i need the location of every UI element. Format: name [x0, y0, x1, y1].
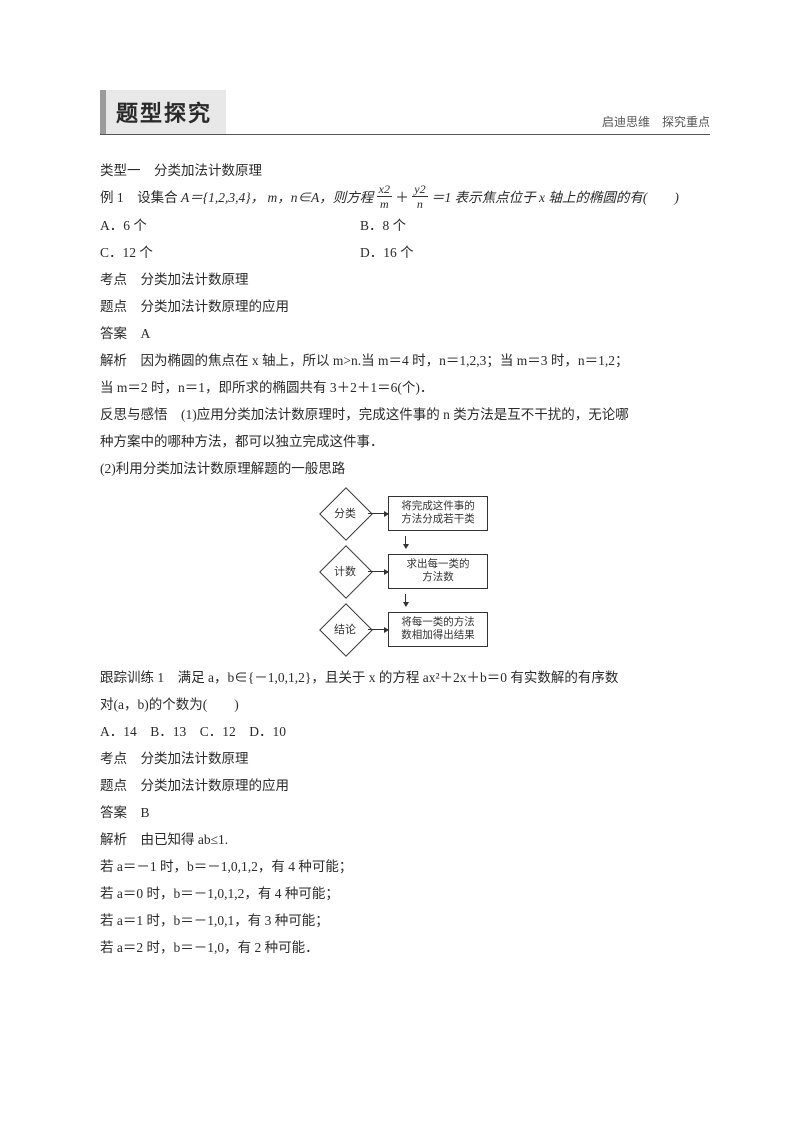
- flow-box-line: 方法数: [422, 572, 454, 583]
- track1-options: A．14 B．13 C．12 D．10: [100, 718, 710, 745]
- jiexi-line: 若 a＝0 时，b＝－1,0,1,2，有 4 种可能；: [100, 880, 710, 907]
- fansi-line: 反思与感悟 (1)应用分类加法计数原理时，完成这件事的 n 类方法是互不干扰的，…: [100, 401, 710, 428]
- header-subtitle: 启迪思维 探究重点: [602, 113, 710, 134]
- numerator: x2: [377, 183, 392, 196]
- jiexi-line: 若 a＝－1 时，b＝－1,0,1,2，有 4 种可能；: [100, 853, 710, 880]
- denominator: m: [377, 196, 392, 210]
- text: A＝{1,2,3,4}，: [181, 190, 264, 205]
- flowchart: 分类 将完成这件事的 方法分成若干类 计数 求出每一类的 方法数: [100, 490, 710, 652]
- option-c: C．12 个: [100, 239, 360, 266]
- flow-arrow-right-icon: [368, 571, 388, 572]
- fraction: x2 m: [377, 183, 392, 210]
- fansi-line: 种方案中的哪种方法，都可以独立完成这件事．: [100, 428, 710, 455]
- page: 题型探究 启迪思维 探究重点 类型一 分类加法计数原理 例 1 设集合 A＝{1…: [0, 0, 800, 1132]
- answer: 答案 A: [100, 320, 710, 347]
- flow-column: 分类 将完成这件事的 方法分成若干类 计数 求出每一类的 方法数: [322, 490, 488, 652]
- flow-row: 计数 求出每一类的 方法数: [322, 548, 488, 594]
- category-title: 类型一 分类加法计数原理: [100, 157, 710, 184]
- flow-arrow-right-icon: [368, 629, 388, 630]
- flow-node-diamond: 计数: [322, 548, 368, 594]
- fansi-line: (2)利用分类加法计数原理解题的一般思路: [100, 455, 710, 482]
- flow-row: 分类 将完成这件事的 方法分成若干类: [322, 490, 488, 536]
- flow-arrow-right-icon: [368, 513, 388, 514]
- flow-box-line: 方法分成若干类: [401, 514, 475, 525]
- jiexi-line: 若 a＝1 时，b＝－1,0,1，有 3 种可能；: [100, 907, 710, 934]
- kaodian: 考点 分类加法计数原理: [100, 266, 710, 293]
- text: 例 1 设集合: [100, 190, 178, 205]
- options-row-1: A．6 个 B．8 个: [100, 212, 710, 239]
- track1-line: 对(a，b)的个数为( ): [100, 691, 710, 718]
- flow-box-line: 数相加得出结果: [401, 630, 475, 641]
- tidian: 题点 分类加法计数原理的应用: [100, 772, 710, 799]
- jiexi-line: 若 a＝2 时，b＝－1,0，有 2 种可能．: [100, 934, 710, 961]
- flow-arrow-down-icon: [405, 536, 406, 548]
- flow-label: 分类: [334, 505, 356, 521]
- flow-box: 求出每一类的 方法数: [388, 554, 488, 589]
- flow-box-line: 将每一类的方法: [401, 617, 475, 628]
- jiexi-line: 当 m＝2 时，n＝1，即所求的椭圆共有 3＋2＋1＝6(个)．: [100, 374, 710, 401]
- option-b: B．8 个: [360, 212, 406, 239]
- flow-node-diamond: 分类: [322, 490, 368, 536]
- flow-box-line: 将完成这件事的: [401, 501, 475, 512]
- denominator: n: [412, 196, 427, 210]
- option-d: D．16 个: [360, 239, 414, 266]
- flow-node-diamond: 结论: [322, 606, 368, 652]
- header-title-box: 题型探究: [100, 90, 226, 134]
- section-header: 题型探究 启迪思维 探究重点: [100, 90, 710, 135]
- jiexi-line: 解析 由已知得 ab≤1.: [100, 826, 710, 853]
- numerator: y2: [412, 183, 427, 196]
- flow-box-line: 求出每一类的: [407, 559, 470, 570]
- flow-box: 将每一类的方法 数相加得出结果: [388, 612, 488, 647]
- jiexi-line: 解析 因为椭圆的焦点在 x 轴上，所以 m>n.当 m＝4 时，n＝1,2,3；…: [100, 347, 710, 374]
- flow-label: 结论: [334, 621, 356, 637]
- options-row-2: C．12 个 D．16 个: [100, 239, 710, 266]
- kaodian: 考点 分类加法计数原理: [100, 745, 710, 772]
- example1-stem: 例 1 设集合 A＝{1,2,3,4}， m，n∈A，则方程 x2 m ＋ y2…: [100, 184, 710, 212]
- plus: ＋: [395, 190, 409, 205]
- answer: 答案 B: [100, 799, 710, 826]
- flow-arrow-down-icon: [405, 594, 406, 606]
- fraction: y2 n: [412, 183, 427, 210]
- text: ＝1 表示焦点位于 x 轴上的椭圆的有( ): [431, 190, 679, 205]
- flow-box: 将完成这件事的 方法分成若干类: [388, 496, 488, 531]
- header-title: 题型探究: [116, 101, 212, 126]
- track1-line: 跟踪训练 1 满足 a，b∈{－1,0,1,2}，且关于 x 的方程 ax²＋2…: [100, 664, 710, 691]
- body: 类型一 分类加法计数原理 例 1 设集合 A＝{1,2,3,4}， m，n∈A，…: [100, 157, 710, 961]
- option-a: A．6 个: [100, 212, 360, 239]
- text: m，n∈A，则方程: [268, 190, 374, 205]
- tidian: 题点 分类加法计数原理的应用: [100, 293, 710, 320]
- flow-label: 计数: [334, 563, 356, 579]
- flow-row: 结论 将每一类的方法 数相加得出结果: [322, 606, 488, 652]
